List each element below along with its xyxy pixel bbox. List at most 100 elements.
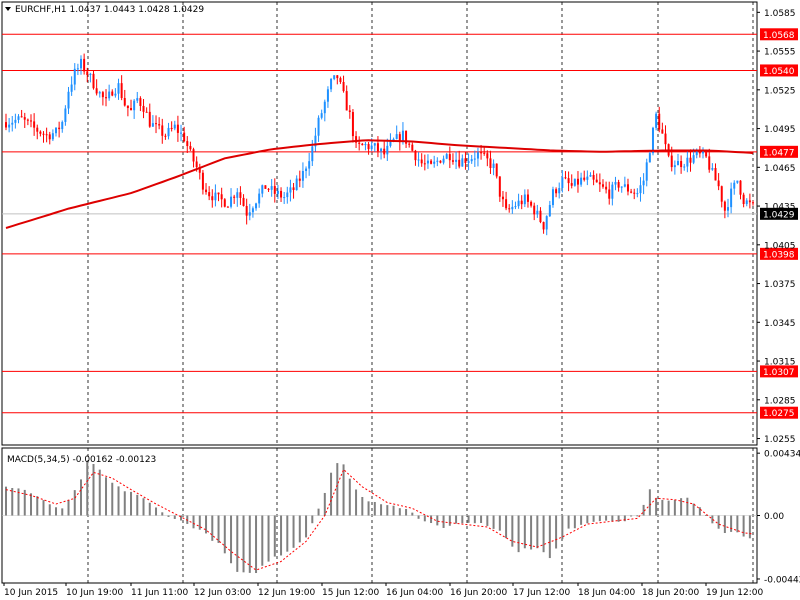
macd-bar <box>505 515 508 539</box>
candle-body <box>601 184 604 187</box>
macd-bar <box>5 486 7 516</box>
candle-body <box>642 180 645 186</box>
candle-body <box>330 78 333 90</box>
candle-body <box>342 81 345 92</box>
candle-body <box>414 150 417 161</box>
macd-bar <box>467 515 470 523</box>
candle-body <box>145 111 148 113</box>
macd-bar <box>617 515 620 522</box>
macd-bar <box>105 477 108 516</box>
macd-bar <box>367 501 370 516</box>
candle-body <box>133 100 136 111</box>
macd-y-tick-label: -0.00442 <box>764 575 800 585</box>
candle-body <box>311 146 314 162</box>
candle-body <box>192 149 195 162</box>
moving-average-line <box>5 139 754 229</box>
candle-body <box>276 190 279 194</box>
candle-body <box>239 192 242 198</box>
candle-body <box>155 123 158 125</box>
candle-body <box>523 194 526 205</box>
candle-body <box>539 210 542 223</box>
candle-body <box>717 180 720 187</box>
symbol-header: EURCHF,H1 1.0437 1.0443 1.0428 1.0429 <box>15 5 204 15</box>
candle-body <box>501 196 504 200</box>
candle-body <box>170 127 173 129</box>
candle-body <box>58 127 61 130</box>
candle-body <box>273 186 276 194</box>
candle-body <box>608 189 611 199</box>
x-tick-label: 10 Jun 2015 <box>4 588 58 598</box>
macd-bar <box>686 497 689 516</box>
macd-bar <box>161 512 164 516</box>
candle-body <box>398 134 401 143</box>
macd-bar <box>217 515 220 543</box>
candle-body <box>464 158 467 163</box>
candle-body <box>705 151 708 157</box>
candle-body <box>511 206 514 210</box>
candle-body <box>664 133 667 145</box>
macd-bar <box>48 504 51 516</box>
candle-body <box>286 192 289 198</box>
y-tick-label: 1.0465 <box>764 164 796 174</box>
macd-bar <box>280 515 283 556</box>
level-label: 1.0398 <box>763 250 795 260</box>
candle-body <box>305 168 308 172</box>
macd-bar <box>167 515 170 517</box>
candle-body <box>233 196 236 198</box>
candle-body <box>283 197 286 199</box>
candle-body <box>223 199 226 207</box>
candle-body <box>592 174 595 180</box>
candle-body <box>417 159 420 161</box>
candle-body <box>139 98 142 106</box>
candle-body <box>505 199 508 209</box>
candle-body <box>658 113 661 130</box>
macd-bar <box>461 515 464 524</box>
candle-body <box>514 206 517 208</box>
macd-bar <box>730 515 733 532</box>
macd-bar <box>398 508 401 516</box>
macd-bar <box>592 515 595 522</box>
candle-body <box>383 148 386 155</box>
candle-body <box>430 160 433 164</box>
macd-bar <box>748 515 751 539</box>
x-tick-label: 10 Jun 19:00 <box>66 588 123 598</box>
candle-body <box>536 210 539 215</box>
macd-bar <box>73 490 76 516</box>
candle-body <box>470 159 473 162</box>
macd-bar <box>330 472 333 516</box>
candle-body <box>680 161 683 168</box>
candle-body <box>301 171 304 181</box>
candle-body <box>226 206 229 208</box>
candle-body <box>739 180 742 195</box>
candle-body <box>14 119 17 123</box>
candle-body <box>708 156 711 170</box>
macd-bar <box>261 515 264 566</box>
candle-body <box>526 194 529 202</box>
macd-bar <box>717 515 720 529</box>
macd-bar <box>655 498 658 516</box>
candle-body <box>136 98 139 101</box>
candle-body <box>589 174 592 177</box>
macd-bar <box>155 507 158 516</box>
candle-body <box>467 161 470 163</box>
level-label-box <box>760 28 798 41</box>
candle-body <box>70 84 73 92</box>
candle-body <box>445 154 448 159</box>
current-price-label: 1.0429 <box>763 210 795 220</box>
candle-body <box>151 123 154 127</box>
macd-bar <box>230 515 233 564</box>
candle-body <box>55 127 58 134</box>
y-tick-label: 1.0315 <box>764 358 796 368</box>
candle-body <box>186 141 189 147</box>
candle-body <box>105 97 108 99</box>
macd-bar <box>480 515 483 523</box>
candles-group <box>5 53 754 236</box>
macd-bar <box>336 463 339 516</box>
candle-body <box>489 158 492 169</box>
macd-bar <box>580 515 583 525</box>
candle-body <box>686 157 689 167</box>
candle-body <box>408 143 411 145</box>
candle-body <box>176 124 179 133</box>
macd-bar <box>448 515 451 526</box>
candle-body <box>42 133 45 135</box>
